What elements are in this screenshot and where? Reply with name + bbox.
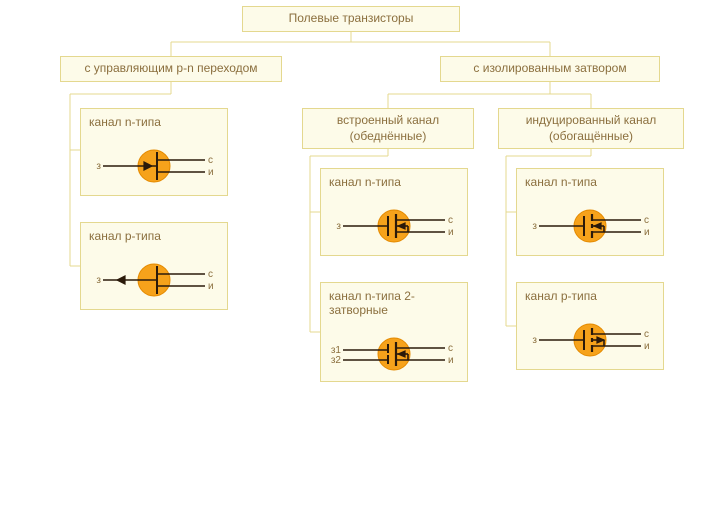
jfet-n-box: канал n-типа з си xyxy=(80,108,228,196)
svg-text:и: и xyxy=(208,281,214,292)
svg-text:з: з xyxy=(96,275,101,286)
enh-p-box: канал p-типа з си xyxy=(516,282,664,370)
svg-text:с: с xyxy=(644,215,649,226)
svg-text:с: с xyxy=(208,269,213,280)
svg-text:с: с xyxy=(448,215,453,226)
svg-text:з: з xyxy=(336,221,341,232)
svg-text:и: и xyxy=(644,341,650,352)
jfet-p-box: канал p-типа з си xyxy=(80,222,228,310)
root-node: Полевые транзисторы xyxy=(242,6,460,32)
svg-text:з: з xyxy=(532,221,537,232)
enhancement-node: индуцированный канал (обогащённые) xyxy=(498,108,684,149)
enh-p-title: канал p-типа xyxy=(525,289,655,303)
svg-text:с: с xyxy=(644,329,649,340)
jfet-p-title: канал p-типа xyxy=(89,229,219,243)
svg-text:з: з xyxy=(532,335,537,346)
svg-text:и: и xyxy=(208,167,214,178)
jfet-n-title: канал n-типа xyxy=(89,115,219,129)
depletion-node: встроенный канал (обеднённые) xyxy=(302,108,474,149)
enh-n-title: канал n-типа xyxy=(525,175,655,189)
dep-n2-title: канал n-типа 2-затворные xyxy=(329,289,459,317)
dep-n2-box: канал n-типа 2-затворные з1з2си xyxy=(320,282,468,382)
branch-isolated: с изолированным затвором xyxy=(440,56,660,82)
svg-text:с: с xyxy=(448,343,453,354)
dep-n-box: канал n-типа з си xyxy=(320,168,468,256)
svg-text:з: з xyxy=(96,161,101,172)
enh-n-box: канал n-типа з си xyxy=(516,168,664,256)
svg-text:и: и xyxy=(644,227,650,238)
branch-pn: с управляющим p-n переходом xyxy=(60,56,282,82)
svg-text:с: с xyxy=(208,155,213,166)
svg-text:и: и xyxy=(448,355,454,366)
svg-text:и: и xyxy=(448,227,454,238)
dep-n-title: канал n-типа xyxy=(329,175,459,189)
svg-text:з2: з2 xyxy=(331,355,342,366)
